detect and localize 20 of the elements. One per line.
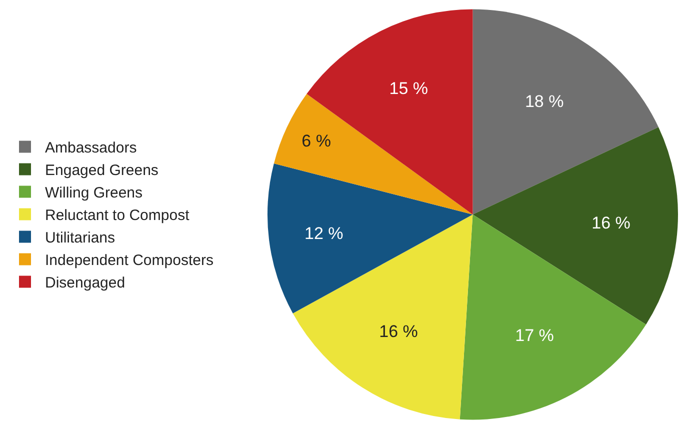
data-label: 12 % xyxy=(304,224,344,243)
pie-slice xyxy=(274,94,473,214)
data-label: 15 % xyxy=(389,79,428,98)
legend-label: Reluctant to Compost xyxy=(45,207,190,224)
legend-label: Engaged Greens xyxy=(45,162,158,180)
data-label: 18 % xyxy=(524,92,564,112)
legend-label: Ambassadors xyxy=(45,140,137,157)
pie-slice xyxy=(472,127,678,324)
legend-label: Willing Greens xyxy=(45,184,143,202)
data-label: 16 % xyxy=(379,322,418,341)
pie-slice xyxy=(460,214,646,420)
data-label: 17 % xyxy=(515,326,554,346)
pie-slice xyxy=(472,9,658,214)
pie-slice xyxy=(267,163,473,314)
data-label: 6 % xyxy=(302,131,331,150)
data-label: 16 % xyxy=(592,214,630,233)
pie-slice xyxy=(292,214,473,420)
legend-label: Disengaged xyxy=(45,274,126,292)
legend-label: Utilitarians xyxy=(45,230,116,247)
legend-label: Independent Composters xyxy=(45,252,214,270)
